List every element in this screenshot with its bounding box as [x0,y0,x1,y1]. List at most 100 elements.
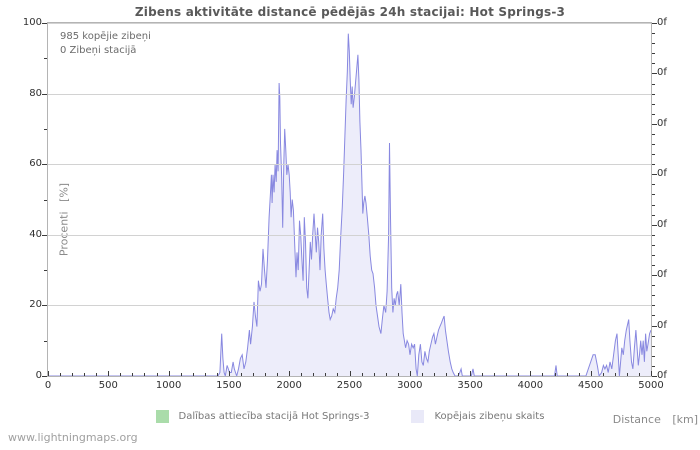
x-tick-label-4500: 4500 [577,380,604,391]
x-tick-4500 [590,371,592,376]
total-strikes-text: 985 kopējie zibeņi [60,31,151,42]
x-tick-2200 [313,373,315,376]
x-tick-label-4000: 4000 [517,380,544,391]
y-right-tick-35 [652,376,657,377]
x-tick-3300 [445,373,447,376]
y-right-label-3: 0f [657,168,667,180]
x-tick-2100 [301,373,303,376]
x-tick-1100 [180,373,182,376]
y-right-tick-1 [652,33,655,35]
y-right-label-0: 0f [657,17,667,28]
y-right-label-2: 0f [657,117,667,129]
y-right-tick-33 [652,355,655,357]
x-tick-1500 [228,371,230,376]
x-tick-label-0: 0 [44,380,52,391]
y-right-tick-8 [652,103,655,105]
y-left-tick-70 [44,128,47,130]
y-right-tick-31 [652,335,655,337]
x-tick-3000 [409,371,411,376]
y-left-tick-90 [44,58,47,60]
y-right-tick-14 [652,164,655,166]
site-url: www.lightningmaps.org [8,431,138,444]
gridline-60 [48,164,651,166]
y-left-tick-10 [44,340,47,342]
y-right-tick-32 [652,345,655,347]
chart-title: Zibens aktivitāte distancē pēdējās 24h s… [134,5,566,19]
y-left-tick-40 [42,234,47,236]
y-right-tick-24 [652,265,655,267]
x-tick-1600 [240,373,242,376]
y-right-tick-6 [652,83,655,85]
x-tick-3900 [518,373,520,376]
y-right-tick-11 [652,133,655,135]
x-tick-1000 [168,371,170,376]
x-tick-1200 [192,373,194,376]
x-tick-3200 [433,373,435,376]
y-left-tick-30 [44,270,47,272]
x-tick-4000 [530,371,532,376]
y-right-tick-0 [652,23,657,24]
y-right-tick-29 [652,315,655,317]
y-right-tick-10 [652,123,657,125]
y-right-label-5: 0f [657,269,667,281]
y-right-tick-28 [652,305,655,307]
y-right-tick-21 [652,234,655,236]
y-right-tick-15 [652,174,657,176]
x-tick-2400 [337,373,339,376]
x-tick-800 [144,373,146,376]
x-tick-700 [132,373,134,376]
x-tick-1300 [204,373,206,376]
y-right-tick-3 [652,53,655,55]
y-left-tick-0 [42,376,47,377]
y-left-label-40: 40 [29,228,42,240]
y-right-tick-20 [652,224,657,226]
legend-item-station-ratio: Dalības attiecība stacijā Hot Springs-3 [155,410,369,423]
x-tick-4800 [626,373,628,376]
y-left-tick-80 [42,93,47,95]
green-swatch [155,410,169,423]
station-strikes-text: 0 Zibeņi stacijā [60,45,137,56]
y-right-label-7: 0f [657,370,667,381]
x-tick-3700 [494,373,496,376]
y-right-tick-13 [652,154,655,156]
y-right-tick-2 [652,43,655,45]
x-tick-label-2500: 2500 [336,380,363,391]
y-right-tick-30 [652,325,657,327]
gridline-100 [48,23,651,24]
gridline-80 [48,93,651,95]
x-tick-3500 [470,371,472,376]
x-tick-4900 [638,373,640,376]
x-tick-3800 [506,373,508,376]
x-tick-label-3500: 3500 [457,380,483,391]
x-tick-4300 [566,373,568,376]
lavender-swatch [411,410,425,423]
gridline-20 [48,305,651,307]
y-right-tick-22 [652,244,655,246]
y-right-tick-9 [652,113,655,115]
x-tick-0 [48,371,49,376]
x-tick-900 [156,373,158,376]
x-tick-label-5000: 5000 [638,380,664,391]
x-tick-2500 [349,371,351,376]
x-tick-label-2000: 2000 [276,380,302,391]
legend-label-total-strikes: Kopējais zibeņu skaits [434,411,545,422]
x-tick-3600 [482,373,484,376]
y-right-tick-27 [652,295,655,297]
area-series-fill [48,33,651,376]
x-tick-1400 [216,373,218,376]
area-series-line [48,33,651,376]
legend: Dalības attiecība stacijā Hot Springs-3 … [0,410,700,423]
y-right-label-6: 0f [657,319,667,331]
y-right-tick-25 [652,275,657,277]
x-tick-100 [60,373,62,376]
y-right-tick-19 [652,214,655,216]
y-left-label-20: 20 [29,299,42,311]
x-tick-2800 [385,373,387,376]
y-left-label-60: 60 [29,158,42,170]
x-tick-label-500: 500 [98,380,118,391]
x-tick-300 [84,373,86,376]
x-tick-label-1500: 1500 [216,380,242,391]
x-tick-4600 [602,373,604,376]
y-right-tick-23 [652,254,655,256]
x-tick-3400 [458,373,460,376]
